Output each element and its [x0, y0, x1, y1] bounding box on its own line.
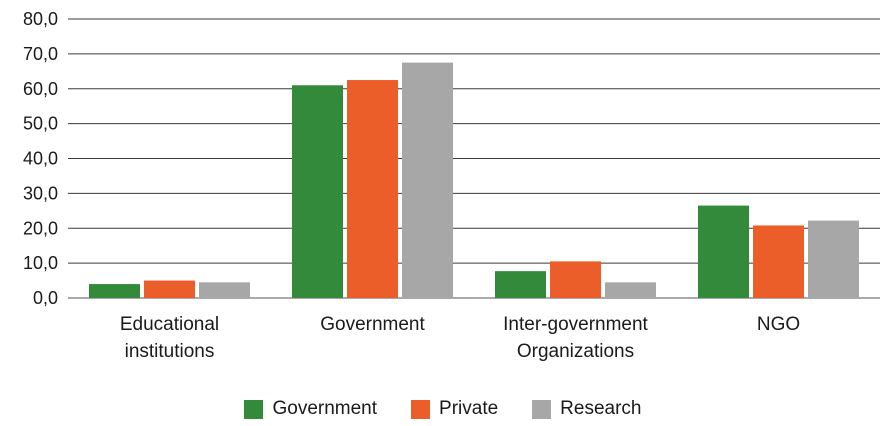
bars: [89, 62, 859, 298]
y-tick-label: 0,0: [33, 288, 58, 308]
legend-item-private: Private: [411, 398, 498, 420]
legend-item-government: Government: [244, 398, 377, 420]
legend-label: Private: [439, 398, 499, 419]
category-label: Government: [320, 314, 425, 335]
bar-research: [199, 282, 250, 298]
legend-item-research: Research: [532, 398, 642, 420]
legend-swatch: [532, 399, 552, 419]
y-axis-tick-labels: 0,0 10,0 20,0 30,0 40,0 50,0 60,0 70,0 80,0: [23, 9, 58, 308]
legend-label: Government: [272, 398, 378, 419]
legend-swatch: [411, 399, 431, 419]
bar-government: [698, 205, 749, 298]
bar-private: [550, 261, 601, 298]
category-label: institutions: [125, 341, 215, 362]
gridlines: [68, 18, 880, 299]
category-label: Educational: [120, 314, 219, 335]
bar-research: [808, 220, 859, 298]
bar-private: [753, 225, 804, 298]
y-tick-label: 40,0: [23, 149, 58, 169]
bar-private: [347, 80, 398, 298]
legend-swatch: [244, 399, 264, 419]
y-tick-label: 70,0: [23, 44, 58, 64]
category-label: Inter-government: [503, 314, 648, 335]
legend: Government Private Research: [0, 398, 886, 420]
bar-research: [605, 282, 656, 298]
x-axis-category-labels: Educational institutions Government Inter-g…: [120, 314, 800, 362]
y-tick-label: 30,0: [23, 183, 58, 203]
bar-research: [402, 62, 453, 298]
bar-chart: 0,0 10,0 20,0 30,0 40,0 50,0 60,0 70,0 80,0 Educ…: [23, 9, 880, 362]
y-tick-label: 20,0: [23, 218, 58, 238]
bar-private: [144, 280, 195, 298]
legend-label: Research: [560, 398, 642, 419]
bar-government: [292, 85, 343, 298]
y-tick-label: 60,0: [23, 79, 58, 99]
category-label: Organizations: [517, 341, 634, 362]
bar-government: [89, 284, 140, 298]
y-tick-label: 50,0: [23, 114, 58, 134]
y-tick-label: 10,0: [23, 253, 58, 273]
category-label: NGO: [757, 314, 800, 335]
y-tick-label: 80,0: [23, 9, 58, 29]
bar-government: [495, 271, 546, 298]
